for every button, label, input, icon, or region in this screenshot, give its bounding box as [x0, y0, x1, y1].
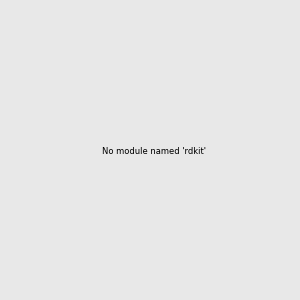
Text: No module named 'rdkit': No module named 'rdkit'	[102, 147, 206, 156]
